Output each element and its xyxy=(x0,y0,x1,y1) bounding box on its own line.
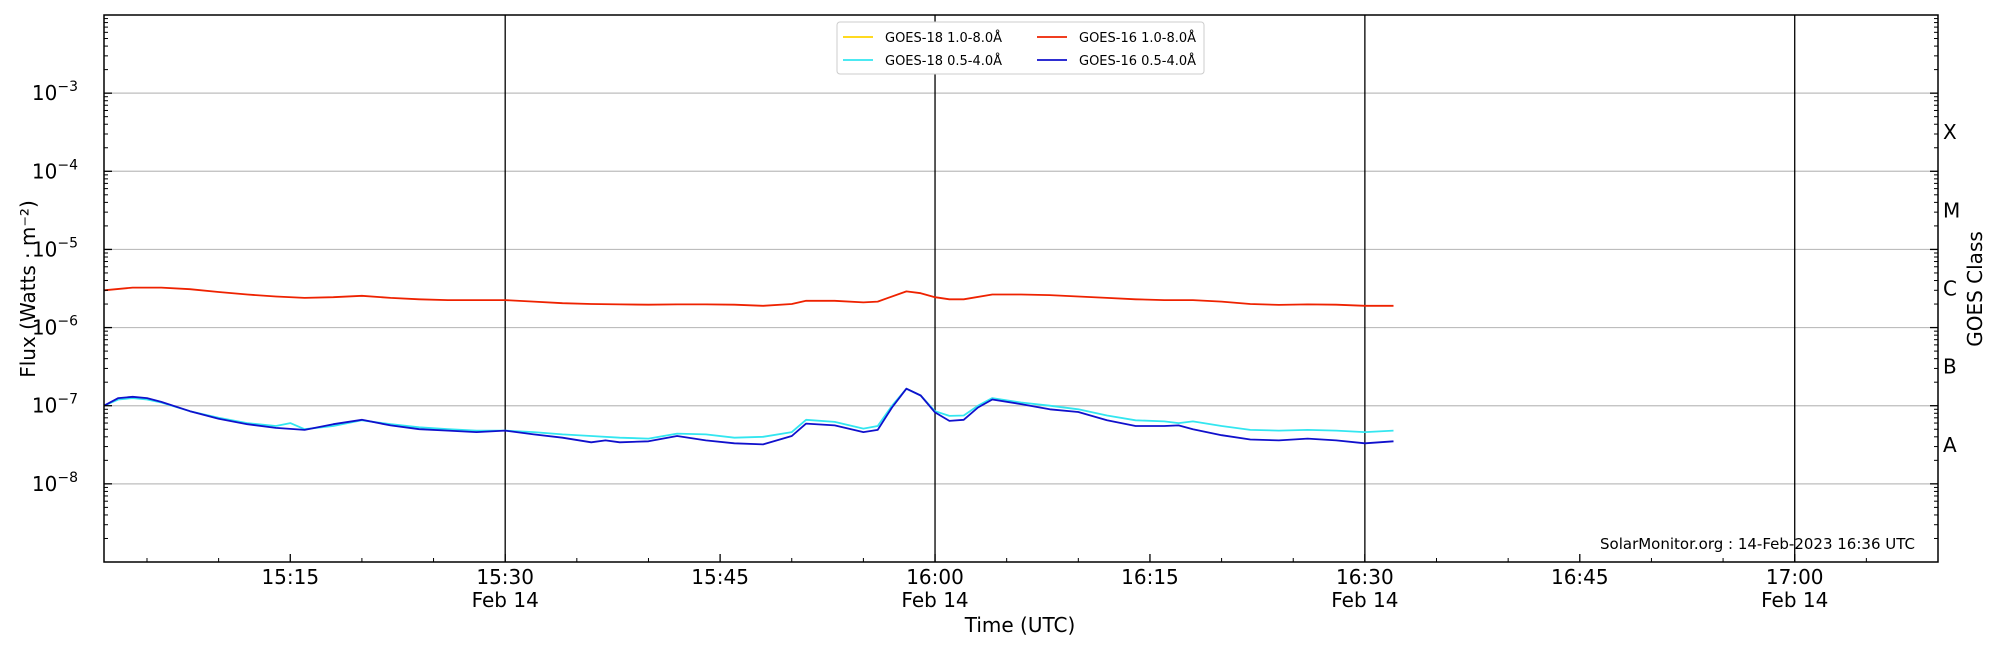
legend-entry: GOES-18 1.0-8.0Å xyxy=(885,30,1002,46)
y-tick-label: 10−5 xyxy=(32,235,78,261)
right-axis-label: GOES Class xyxy=(1963,231,1987,347)
plot-frame xyxy=(103,14,1939,563)
x-tick-label: 16:15 xyxy=(1121,565,1179,589)
x-tick-label: 17:00 xyxy=(1766,565,1824,589)
y-tick-label: 10−7 xyxy=(32,392,78,418)
x-axis-label: Time (UTC) xyxy=(964,613,1076,637)
goes-class-m: M xyxy=(1943,198,1960,222)
vertical-reference-lines xyxy=(504,15,1796,562)
series-line xyxy=(103,286,1394,307)
goes-class-c: C xyxy=(1943,277,1957,301)
goes-class-labels: A B C M X xyxy=(1943,120,1960,457)
y-tick-label: 10−4 xyxy=(32,157,78,183)
legend-box xyxy=(836,21,1205,75)
goes-class-a: A xyxy=(1943,433,1957,457)
legend-entry: GOES-16 0.5-4.0Å xyxy=(1079,53,1196,69)
y-axis-ticks: 10−8 10−7 10−6 10−5 10−4 10−3 xyxy=(32,18,1938,539)
x-tick-label: 15:45 xyxy=(691,565,749,589)
x-tick-label: 15:30 xyxy=(476,565,534,589)
x-tick-label: 15:15 xyxy=(261,565,319,589)
x-tick-date: Feb 14 xyxy=(472,588,539,612)
legend-entry: GOES-18 0.5-4.0Å xyxy=(885,53,1002,69)
credit-text: SolarMonitor.org : 14-Feb-2023 16:36 UTC xyxy=(1600,535,1915,553)
y-tick-label: 10−3 xyxy=(32,79,78,105)
grid-lines xyxy=(104,92,1938,485)
x-tick-label: 16:30 xyxy=(1336,565,1394,589)
series-line xyxy=(103,387,1394,446)
x-tick-label: 16:45 xyxy=(1551,565,1609,589)
y-tick-label: 10−8 xyxy=(32,470,78,496)
x-tick-date: Feb 14 xyxy=(1761,588,1828,612)
goes-class-b: B xyxy=(1943,355,1957,379)
legend: GOES-18 1.0-8.0Å GOES-18 0.5-4.0Å GOES-16 … xyxy=(836,21,1205,75)
x-tick-date: Feb 14 xyxy=(1331,588,1398,612)
goes-class-x: X xyxy=(1943,120,1957,144)
x-tick-label: 16:00 xyxy=(906,565,964,589)
y-axis-label: Flux (Watts · m⁻²) xyxy=(16,200,40,378)
series-lines xyxy=(103,286,1394,446)
series-line xyxy=(103,387,1394,440)
x-tick-date: Feb 14 xyxy=(901,588,968,612)
y-tick-label: 10−6 xyxy=(32,314,78,340)
legend-entry: GOES-16 1.0-8.0Å xyxy=(1079,30,1196,46)
